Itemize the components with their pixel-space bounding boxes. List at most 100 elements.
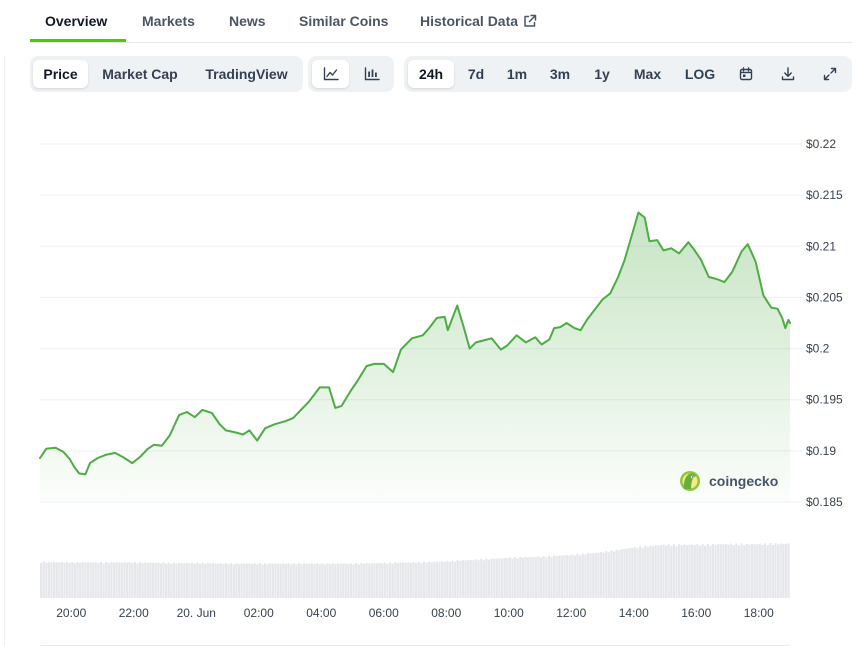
volume-bar [519,557,522,598]
x-tick-label: 12:00 [556,606,586,620]
volume-bar [451,560,454,598]
volume-bar [326,563,329,598]
volume-bar [391,563,394,598]
volume-bar [227,564,230,598]
tab-similar-coins[interactable]: Similar Coins [299,13,389,29]
volume-bar [230,563,233,598]
volume-bar [383,562,386,598]
volume-bar [555,556,558,598]
range-3m-button[interactable]: 3m [549,66,571,82]
volume-bar [349,563,353,598]
volume-bar [714,544,717,598]
volume-bar [375,563,379,598]
volume-bar [649,545,652,598]
volume-bar [339,563,342,598]
volume-bar [745,543,748,598]
volume-bar [446,560,449,598]
volume-bar [495,558,498,598]
range-max-button[interactable]: Max [633,66,662,82]
volume-bar [310,563,314,598]
tab-news[interactable]: News [229,13,266,29]
volume-bar [433,561,436,598]
volume-bar [193,563,196,598]
volume-bar [550,556,553,598]
volume-bar [180,563,183,598]
volume-bar [646,547,649,598]
volume-bar [683,544,686,598]
range-7d-button[interactable]: 7d [467,66,485,82]
volume-bar [435,561,439,598]
volume-bar [717,544,720,598]
volume-bar [615,549,618,598]
volume-bar [693,545,696,598]
volume-bar [323,564,327,598]
tradingview-button[interactable]: TradingView [205,66,288,82]
calendar-button[interactable] [730,60,762,88]
range-1y-button[interactable]: 1y [594,66,610,82]
y-tick-label: $0.205 [806,290,843,304]
price-area-fill [40,212,790,502]
volume-bar [133,562,136,598]
volume-bar [573,555,577,598]
volume-bar [607,552,610,598]
volume-bar [670,545,673,598]
volume-bar [263,563,267,598]
volume-bar [696,544,699,598]
x-tick-label: 08:00 [431,606,461,620]
range-1m-button[interactable]: 1m [506,66,528,82]
volume-bar [300,564,303,598]
volume-bar [401,562,405,598]
volume-bar [68,563,71,598]
volume-bar [84,562,87,598]
market-cap-button[interactable]: Market Cap [102,66,178,82]
x-tick-label: 20:00 [56,606,86,620]
volume-bar [237,564,241,598]
volume-bar [758,543,761,598]
volume-bar [659,545,663,598]
volume-bar [102,563,105,598]
log-scale-button[interactable]: LOG [684,66,716,82]
volume-bar [706,543,709,598]
volume-bar [774,543,777,598]
volume-bar [165,563,168,598]
volume-bar [430,562,433,598]
volume-bar [594,552,597,598]
volume-bar [732,545,735,598]
volume-bar [740,543,743,598]
fullscreen-button[interactable] [814,60,846,88]
volume-bar [154,563,157,598]
tab-historical-data[interactable]: Historical Data [420,13,537,31]
price-button[interactable]: Price [33,60,88,88]
volume-bar [295,564,298,598]
volume-bar [498,558,501,598]
volume-bar [685,544,689,598]
x-tick-label: 22:00 [119,606,149,620]
line-chart-button[interactable] [312,60,349,88]
range-toolbar: 24h 7d 1m 3m 1y Max LOG [404,56,852,92]
volume-bar [469,559,472,598]
volume-bar [42,561,45,598]
volume-bar [579,555,582,598]
volume-bar [500,558,504,598]
volume-bar [675,545,678,598]
tab-markets[interactable]: Markets [142,13,195,29]
coingecko-watermark: coingecko [680,471,778,491]
volume-bar [404,562,407,598]
volume-bar [737,545,741,598]
download-button[interactable] [772,60,804,88]
volume-bar [170,563,173,598]
tab-overview[interactable]: Overview [45,13,108,29]
volume-bar [355,563,358,598]
volume-bar [441,561,444,598]
y-tick-label: $0.215 [806,188,843,202]
candlestick-chart-button[interactable] [353,60,390,88]
volume-bar [485,558,488,598]
volume-bar [256,564,259,598]
volume-bar [66,562,69,598]
volume-bar [459,561,462,598]
range-24h-button[interactable]: 24h [408,60,454,88]
volume-bar [526,557,530,598]
x-tick-label: 10:00 [494,606,524,620]
x-tick-label: 06:00 [369,606,399,620]
